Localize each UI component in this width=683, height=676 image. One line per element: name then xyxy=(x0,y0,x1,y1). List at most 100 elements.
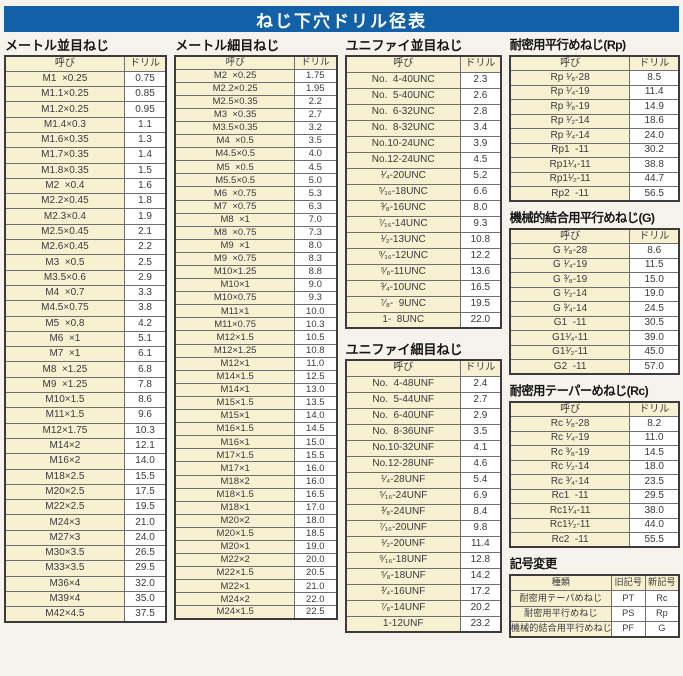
drill-size-cell: 4.1 xyxy=(459,439,502,457)
table-row: ¹⁄₂-20UNF 11.4 xyxy=(345,535,502,553)
table-row: ⁷⁄₈-14UNF 20.2 xyxy=(345,599,502,617)
table-row: Rp ¹⁄₂-14 18.6 xyxy=(509,113,680,129)
thread-size-cell: M10×1.5 xyxy=(4,392,125,409)
thread-size-cell: M10×1 xyxy=(174,278,296,293)
drill-size-cell: 23.2 xyxy=(459,615,502,633)
column-header: ドリル xyxy=(629,228,680,244)
thread-size-cell: No.10-24UNC xyxy=(345,135,461,153)
section-symbol-change: 記号変更 種類 旧記号 新記号 耐密用テーパめねじ PT Rc 耐密用平行めねじ PS Rp 機械… xyxy=(508,557,680,638)
table-row: ⁵⁄₁₆-18UNC 6.6 xyxy=(345,183,502,201)
table-row: ³⁄₄-10UNC 16.5 xyxy=(345,279,502,297)
thread-size-cell: M7 ×1 xyxy=(4,346,125,363)
table-row: M15×1 14.0 xyxy=(174,409,337,424)
drill-size-cell: 2.1 xyxy=(123,223,167,241)
thread-size-cell: M14×2 xyxy=(4,437,125,455)
thread-size-cell: No.10-32UNF xyxy=(345,439,461,457)
rc-table: 呼び ドリル Rc ¹⁄₈-28 8.2 Rc ¹⁄₄-19 11.0 Rc ³⁄₈-19 1… xyxy=(508,401,680,548)
thread-size-cell: G1 -11 xyxy=(509,315,631,331)
table-row: M5 ×0.8 4.2 xyxy=(4,315,167,332)
thread-size-cell: M33×3.5 xyxy=(4,560,125,577)
thread-size-cell: M2.2×0.25 xyxy=(174,81,296,96)
drill-size-cell: 8.0 xyxy=(294,238,337,253)
thread-size-cell: ⁷⁄₁₆-20UNF xyxy=(345,519,461,537)
metric-fine-table: 呼び ドリル M2 ×0.25 1.75 M2.2×0.25 1.95 M2.5×0.35 2… xyxy=(174,55,338,621)
table-row: M5.5×0.5 5.0 xyxy=(174,173,337,188)
table-row: M4.5×0.5 4.0 xyxy=(174,147,337,162)
thread-size-cell: 1-12UNF xyxy=(345,615,461,633)
thread-size-cell: Rc1¹⁄₄-11 xyxy=(509,503,631,519)
thread-size-cell: ¹⁄₂-13UNC xyxy=(345,231,461,249)
table-row: M24×1.5 22.5 xyxy=(174,605,337,620)
unified-coarse-table: 呼び ドリル No. 4-40UNC 2.3 No. 5-40UNC 2.6 No. 6-3… xyxy=(344,55,502,329)
drill-size-cell: 4.0 xyxy=(294,147,337,162)
drill-size-cell: 12.1 xyxy=(123,437,167,455)
header-row: 呼び ドリル xyxy=(345,55,502,73)
table-row: M2.2×0.45 1.8 xyxy=(4,193,167,210)
drill-size-cell: 38.0 xyxy=(629,503,680,519)
table-row: Rc2 -11 55.5 xyxy=(509,532,680,548)
drill-size-cell: 3.8 xyxy=(123,300,167,317)
drill-size-cell: 37.5 xyxy=(123,606,167,623)
drill-size-cell: 16.5 xyxy=(459,279,502,297)
thread-size-cell: ¹⁄₄-20UNC xyxy=(345,167,461,185)
thread-size-cell: M16×1 xyxy=(174,435,296,450)
drill-size-cell: 13.0 xyxy=(294,382,337,397)
column-header: ドリル xyxy=(123,55,167,72)
column-header: ドリル xyxy=(629,401,680,417)
drill-size-cell: 17.5 xyxy=(123,483,167,501)
drill-size-cell: 11.0 xyxy=(629,430,680,446)
table-row: No. 5-44UNF 2.7 xyxy=(345,391,502,409)
thread-size-cell: M7 ×0.75 xyxy=(174,199,296,214)
table-row: M3.5×0.6 2.9 xyxy=(4,269,167,286)
column-metric-coarse: メートル並目ねじ 呼び ドリル M1 ×0.25 0.75 M1.1×0.25 0.85 M… xyxy=(4,37,168,623)
table-row: M12×1 11.0 xyxy=(174,356,337,371)
table-row: Rc ¹⁄₈-28 8.2 xyxy=(509,416,680,432)
drill-size-cell: 9.6 xyxy=(123,407,167,424)
table-row: ¹⁄₄-28UNF 5.4 xyxy=(345,471,502,489)
table-row: M3 ×0.35 2.7 xyxy=(174,107,337,122)
thread-size-cell: M5 ×0.5 xyxy=(174,160,296,175)
table-row: M17×1 16.0 xyxy=(174,461,337,476)
drill-size-cell: 3.4 xyxy=(459,119,502,137)
table-row: M6 ×0.75 5.3 xyxy=(174,186,337,201)
drill-size-cell: 1.9 xyxy=(123,208,167,225)
table-row: G1¹⁄₂-11 45.0 xyxy=(509,344,680,360)
drill-size-cell: 8.5 xyxy=(629,70,680,86)
thread-size-cell: M11×1 xyxy=(174,304,296,319)
drill-size-cell: 3.5 xyxy=(294,134,337,149)
drill-size-cell: 19.0 xyxy=(629,286,680,302)
header-row: 呼び ドリル xyxy=(174,55,337,70)
drill-size-cell: 39.0 xyxy=(629,330,680,346)
table-row: ⁵⁄₈-18UNF 14.2 xyxy=(345,567,502,585)
thread-size-cell: Rp ¹⁄₂-14 xyxy=(509,113,631,129)
drill-size-cell: 13.6 xyxy=(459,263,502,281)
thread-size-cell: M9 ×1 xyxy=(174,238,296,253)
table-row: ⁷⁄₈- 9UNC 19.5 xyxy=(345,295,502,313)
column-unified: ユニファイ並目ねじ 呼び ドリル No. 4-40UNC 2.3 No. 5-40UNC… xyxy=(344,37,502,633)
thread-size-cell: 機械的結合用平行めねじ xyxy=(509,621,612,638)
rp-table: 呼び ドリル Rp ¹⁄₈-28 8.5 Rp ¹⁄₄-19 11.4 Rp ³⁄₈-19 1… xyxy=(508,55,680,202)
thread-size-cell: M2.6×0.45 xyxy=(4,239,125,256)
thread-size-cell: M8 ×1 xyxy=(174,212,296,227)
column-header: 旧記号 xyxy=(610,574,646,591)
thread-size-cell: M4 ×0.7 xyxy=(4,284,125,302)
drill-size-cell: 1.4 xyxy=(123,147,167,164)
thread-size-cell: ⁷⁄₁₆-14UNC xyxy=(345,215,461,233)
table-row: M20×1.5 18.5 xyxy=(174,526,337,541)
column-header: 呼び xyxy=(345,55,461,73)
drill-size-cell: 11.0 xyxy=(294,356,337,371)
drill-size-cell: 6.8 xyxy=(123,361,167,378)
table-row: Rc ³⁄₈-19 14.5 xyxy=(509,445,680,461)
table-row: M18×2.5 15.5 xyxy=(4,468,167,485)
thread-size-cell: M12×1.75 xyxy=(4,422,125,439)
thread-size-cell: Rc1¹⁄₂-11 xyxy=(509,517,631,533)
thread-size-cell: M3 ×0.5 xyxy=(4,254,125,271)
table-row: M1.8×0.35 1.5 xyxy=(4,162,167,179)
table-row: M3 ×0.5 2.5 xyxy=(4,254,167,271)
thread-size-cell: ³⁄₄-10UNC xyxy=(345,279,461,297)
thread-size-cell: ³⁄₈-24UNF xyxy=(345,503,461,521)
thread-size-cell: M3.5×0.35 xyxy=(174,120,296,136)
table-row: No. 6-40UNF 2.9 xyxy=(345,407,502,425)
drill-size-cell: 56.5 xyxy=(629,186,680,202)
drill-size-cell: 5.1 xyxy=(123,330,167,348)
